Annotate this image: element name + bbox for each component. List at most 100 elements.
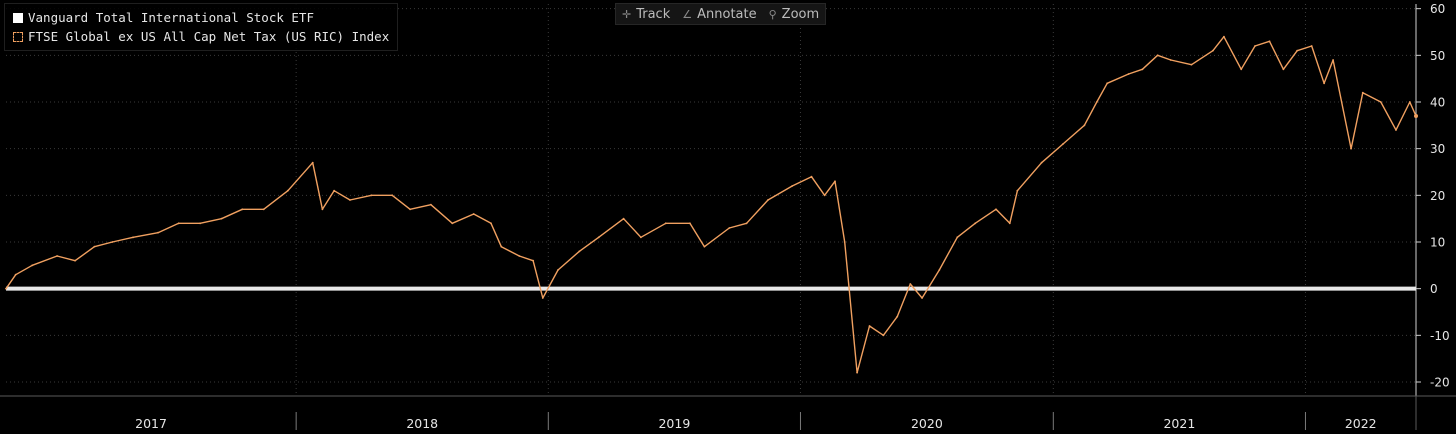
- index-point: [490, 222, 492, 225]
- index-point: [177, 222, 180, 225]
- index-point: [74, 259, 76, 262]
- y-tick-label: -20: [1430, 376, 1450, 390]
- index-point: [1240, 68, 1243, 71]
- index-point: [956, 236, 959, 239]
- index-point: [896, 315, 899, 318]
- y-tick-label: 30: [1430, 142, 1445, 156]
- index-point: [1268, 40, 1271, 43]
- index-point: [1395, 129, 1397, 131]
- index-point: [868, 325, 871, 327]
- index-point: [856, 371, 859, 374]
- index-point: [93, 245, 96, 248]
- index-point: [1350, 147, 1352, 150]
- x-year-label: 2019: [658, 416, 690, 431]
- index-point: [578, 250, 581, 253]
- index-point: [1310, 45, 1313, 47]
- index-point: [199, 222, 202, 225]
- y-tick-label: 10: [1430, 236, 1445, 250]
- index-point: [1254, 45, 1256, 47]
- index-point: [1323, 82, 1326, 85]
- y-tick-label: 50: [1430, 49, 1445, 63]
- index-point: [14, 273, 17, 276]
- index-point: [451, 222, 454, 225]
- annotate-label: Annotate: [697, 6, 757, 22]
- index-point: [1016, 189, 1019, 192]
- x-year-label: 2018: [406, 416, 438, 431]
- index-point: [791, 185, 794, 187]
- index-point: [921, 297, 923, 299]
- index-point: [1106, 82, 1109, 85]
- index-point: [810, 175, 813, 178]
- legend-swatch-etf: [13, 12, 23, 23]
- y-tick-label: 60: [1430, 2, 1445, 16]
- chart-legend: Vanguard Total International Stock ETF F…: [4, 3, 399, 51]
- index-point: [745, 222, 748, 225]
- index-point: [597, 236, 600, 239]
- index-point: [1008, 222, 1011, 225]
- index-point: [5, 287, 7, 290]
- index-point: [333, 189, 336, 192]
- index-point: [995, 208, 997, 211]
- index-point: [56, 255, 59, 257]
- index-point: [500, 245, 503, 248]
- index-point: [1127, 73, 1130, 75]
- index-point: [909, 283, 912, 285]
- index-point: [843, 241, 846, 243]
- legend-label-index: FTSE Global ex US All Cap Net Tax (US RI…: [28, 29, 390, 44]
- index-point: [1169, 59, 1172, 61]
- y-tick-label: -10: [1430, 329, 1450, 343]
- index-point: [1211, 49, 1214, 52]
- pencil-icon: ∠: [682, 7, 693, 21]
- index-point: [409, 208, 412, 211]
- index-point: [286, 189, 289, 192]
- index-point: [639, 236, 642, 239]
- x-year-label: 2021: [1163, 416, 1195, 431]
- index-point: [220, 217, 223, 220]
- legend-label-etf: Vanguard Total International Stock ETF: [28, 10, 314, 25]
- index-point: [532, 259, 535, 262]
- index-point: [321, 208, 324, 211]
- index-point: [391, 194, 394, 197]
- index-point: [703, 245, 706, 248]
- index-point: [1408, 101, 1411, 103]
- y-tick-label: 20: [1430, 189, 1445, 203]
- annotate-button[interactable]: ∠ Annotate: [676, 7, 762, 22]
- index-point: [938, 269, 941, 271]
- index-point: [1062, 143, 1064, 145]
- y-tick-label: 0: [1430, 282, 1438, 296]
- index-point: [664, 222, 667, 225]
- zoom-label: Zoom: [781, 6, 820, 22]
- track-label: Track: [636, 6, 671, 22]
- index-point: [311, 161, 314, 164]
- index-point: [1332, 59, 1334, 61]
- x-year-label: 2017: [135, 416, 167, 431]
- index-point: [262, 208, 265, 211]
- index-point: [1141, 68, 1144, 71]
- chart-toolbar: ✛ Track ∠ Annotate ⚲ Zoom: [615, 3, 827, 25]
- magnifier-icon: ⚲: [768, 7, 777, 21]
- index-point: [1190, 63, 1193, 66]
- index-point: [974, 222, 977, 225]
- index-point: [1282, 68, 1285, 71]
- index-point: [728, 227, 731, 229]
- y-tick-label: 40: [1430, 96, 1445, 110]
- index-point: [1223, 35, 1225, 38]
- index-point: [557, 269, 559, 271]
- index-point: [157, 231, 159, 234]
- last-value-marker: [1414, 114, 1418, 118]
- index-point: [472, 213, 475, 215]
- track-button[interactable]: ✛ Track: [616, 7, 676, 22]
- index-point: [349, 199, 351, 201]
- index-point: [429, 203, 432, 206]
- index-point: [370, 194, 373, 197]
- index-point: [1040, 161, 1043, 164]
- index-series-line: [5, 36, 1417, 374]
- index-point: [823, 194, 826, 197]
- x-year-label: 2020: [911, 416, 943, 431]
- index-point: [518, 255, 521, 257]
- index-point: [622, 217, 625, 220]
- zoom-button[interactable]: ⚲ Zoom: [763, 7, 826, 22]
- legend-item-index[interactable]: FTSE Global ex US All Cap Net Tax (US RI…: [13, 27, 389, 46]
- crosshair-icon: ✛: [622, 7, 632, 21]
- legend-item-etf[interactable]: Vanguard Total International Stock ETF: [13, 8, 389, 27]
